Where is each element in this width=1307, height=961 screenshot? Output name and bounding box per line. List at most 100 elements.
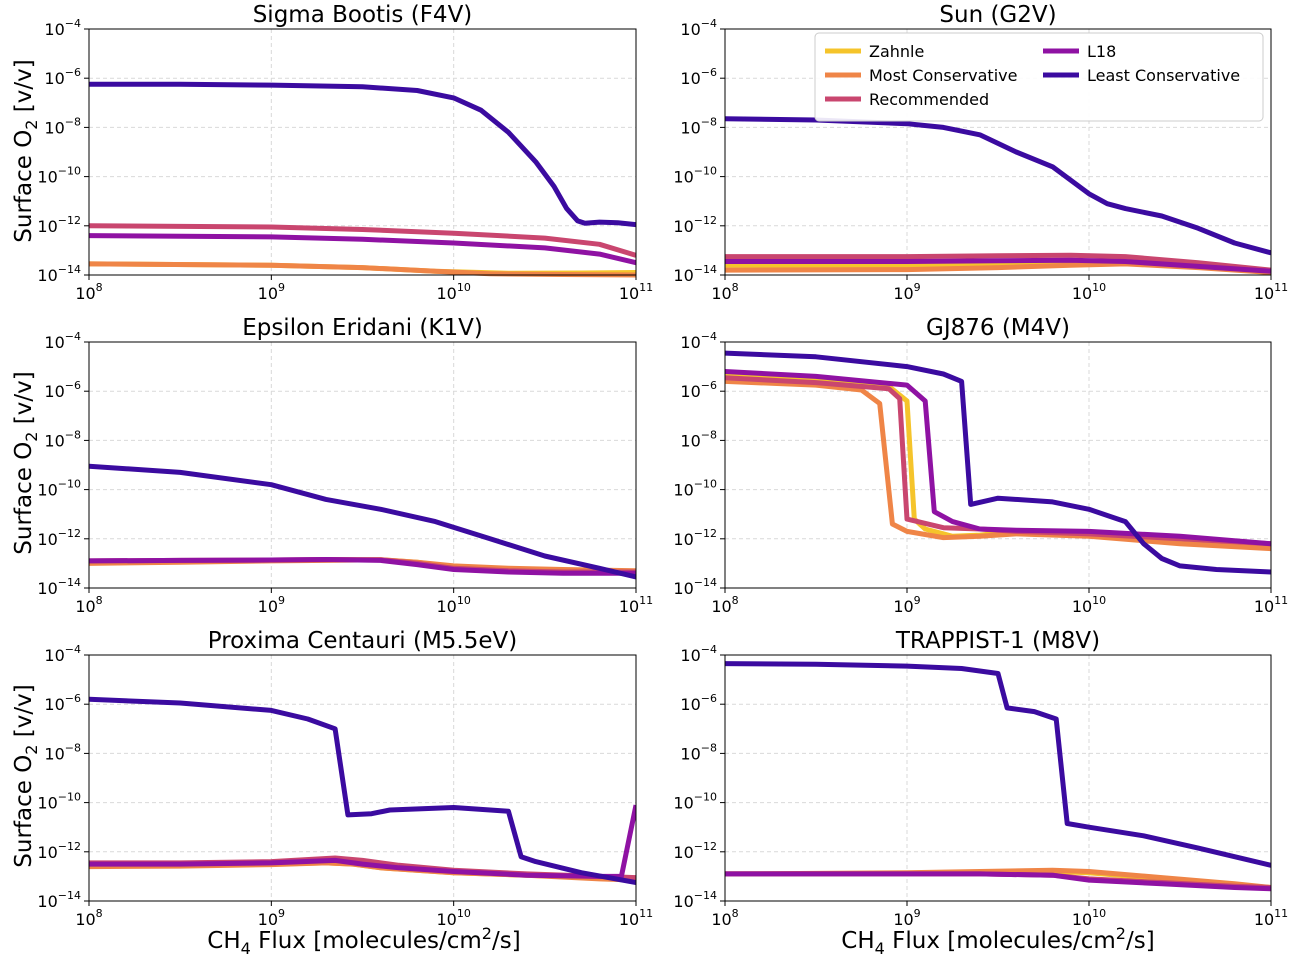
panels-group: Sigma Bootis (F4V) 108 109 1010 1011 10−4 10−6… <box>37 2 1288 929</box>
x-tick-label: 108 <box>711 907 738 929</box>
panel-1: Sigma Bootis (F4V) 108 109 1010 1011 10−4 10−6… <box>37 2 653 303</box>
y-tick-label: 10−8 <box>680 115 717 137</box>
x-tick-label: 108 <box>75 281 102 303</box>
plot-frame <box>88 341 637 589</box>
x-tick-label: 1011 <box>1254 281 1288 303</box>
series-group <box>89 463 636 580</box>
legend-frame <box>814 32 1264 122</box>
ylabel-row-1: Surface O2 [v/v] <box>11 59 41 242</box>
series-line-l18 <box>725 871 1271 892</box>
legend-entry-label: L18 <box>1087 42 1116 61</box>
series-line-zahnle <box>725 371 1271 549</box>
x-tick-label: 1010 <box>436 281 470 303</box>
xlabel-right: CH4 Flux [molecules/cm2/s] <box>841 924 1154 958</box>
ylabel-row-3: Surface O2 [v/v] <box>11 684 41 867</box>
legend-entry-label: Most Conservative <box>869 66 1017 85</box>
x-tick-label: 108 <box>711 594 738 616</box>
y-tick-label: 10−6 <box>680 66 717 88</box>
panel-2: Sun (G2V) 108 109 1010 1011 10−4 10−6 10−8 10−10… <box>673 2 1288 303</box>
series-line-l18 <box>725 369 1271 547</box>
series-group <box>725 116 1271 275</box>
series-line-recommended <box>725 252 1271 273</box>
series-group <box>89 696 636 885</box>
x-tick-label: 1011 <box>619 281 653 303</box>
y-tick-label: 10−6 <box>44 66 81 88</box>
x-tick-label: 109 <box>258 594 285 616</box>
legend-entry-label: Recommended <box>869 90 989 109</box>
series-group <box>725 350 1271 575</box>
y-tick-label: 10−8 <box>44 741 81 763</box>
panel-3: Epsilon Eridani (K1V) 108 109 1010 1011 10−4 1… <box>37 315 653 616</box>
panel-4: GJ876 (M4V) 108 109 1010 1011 10−4 10−6 10−8 10−… <box>673 315 1288 616</box>
panel-title: Epsilon Eridani (K1V) <box>242 315 483 341</box>
y-tick-label: 10−4 <box>44 330 81 352</box>
y-tick-label: 10−10 <box>673 478 717 500</box>
y-tick-label: 10−12 <box>37 214 81 236</box>
series-line-least-conservative <box>725 350 1271 575</box>
x-tick-label: 1010 <box>1072 907 1106 929</box>
x-tick-label: 109 <box>893 907 920 929</box>
y-tick-label: 10−8 <box>44 115 81 137</box>
series-group <box>725 661 1271 892</box>
series-line-most-conservative <box>725 378 1271 552</box>
series-line-least-conservative <box>89 463 636 580</box>
y-tick-label: 10−4 <box>680 17 717 39</box>
x-tick-label: 109 <box>893 594 920 616</box>
y-tick-label: 10−6 <box>44 379 81 401</box>
y-tick-label: 10−10 <box>37 791 81 813</box>
y-tick-label: 10−10 <box>37 165 81 187</box>
x-tick-label: 1011 <box>619 594 653 616</box>
x-tick-label: 109 <box>258 907 285 929</box>
series-line-recommended <box>725 375 1271 547</box>
y-tick-label: 10−8 <box>44 428 81 450</box>
x-tick-label: 108 <box>711 281 738 303</box>
x-tick-label: 1010 <box>1072 281 1106 303</box>
y-tick-label: 10−14 <box>673 889 717 911</box>
x-tick-label: 1011 <box>619 907 653 929</box>
ylabel-row-2: Surface O2 [v/v] <box>11 371 41 554</box>
panel-5: Proxima Centauri (M5.5eV) 108 109 1010 1011 1… <box>37 628 653 929</box>
y-tick-label: 10−6 <box>680 692 717 714</box>
panel-title: Sigma Bootis (F4V) <box>253 2 473 28</box>
y-tick-label: 10−8 <box>680 428 717 450</box>
series-line-l18 <box>89 233 636 266</box>
y-tick-label: 10−12 <box>37 840 81 862</box>
panel-title: GJ876 (M4V) <box>926 315 1070 341</box>
y-tick-label: 10−14 <box>37 889 81 911</box>
x-tick-label: 109 <box>893 281 920 303</box>
series-line-least-conservative <box>89 696 636 885</box>
x-tick-label: 108 <box>75 594 102 616</box>
y-tick-label: 10−12 <box>673 214 717 236</box>
plot-frame <box>724 28 1272 276</box>
plot-frame <box>88 654 637 902</box>
series-line-l18 <box>89 557 636 576</box>
y-tick-label: 10−4 <box>680 643 717 665</box>
series-line-most-conservative <box>89 261 636 278</box>
y-tick-label: 10−6 <box>680 379 717 401</box>
x-tick-label: 1011 <box>1254 907 1288 929</box>
y-tick-label: 10−14 <box>37 263 81 285</box>
series-line-least-conservative <box>89 81 636 228</box>
x-tick-label: 1011 <box>1254 594 1288 616</box>
series-line-l18 <box>725 257 1271 274</box>
y-tick-label: 10−4 <box>680 330 717 352</box>
legend-entry-label: Least Conservative <box>1087 66 1240 85</box>
y-tick-label: 10−8 <box>680 741 717 763</box>
plot-frame <box>724 654 1272 902</box>
x-tick-label: 1010 <box>436 907 470 929</box>
series-line-least-conservative <box>725 116 1271 256</box>
series-line-least-conservative <box>725 661 1271 868</box>
x-tick-label: 1010 <box>1072 594 1106 616</box>
y-tick-label: 10−6 <box>44 692 81 714</box>
series-group <box>89 81 636 278</box>
y-tick-label: 10−4 <box>44 17 81 39</box>
legend-entry-label: Zahnle <box>869 42 924 61</box>
legend: Zahnle Most Conservative Recommended L18 Lea… <box>814 32 1264 122</box>
plot-frame <box>724 341 1272 589</box>
xlabel-left: CH4 Flux [molecules/cm2/s] <box>207 924 520 958</box>
y-tick-label: 10−10 <box>673 791 717 813</box>
y-tick-label: 10−12 <box>37 527 81 549</box>
y-tick-label: 10−12 <box>673 840 717 862</box>
y-tick-label: 10−14 <box>37 576 81 598</box>
